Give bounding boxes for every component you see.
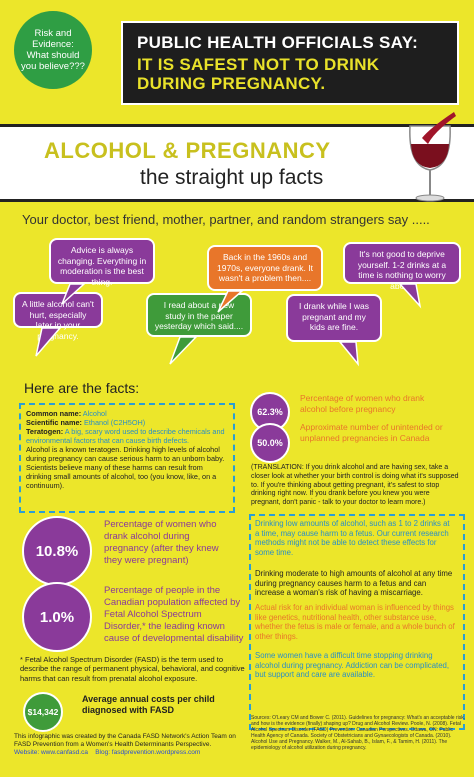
page-title: ALCOHOL & PREGNANCY <box>44 138 331 163</box>
badge-text: Risk and Evidence: What should you belie… <box>21 28 85 72</box>
footer: This infographic was created by the Cana… <box>14 733 246 757</box>
stat-text-fasd-population: Percentage of people in the Canadian pop… <box>104 585 244 644</box>
wine-glass-icon <box>409 112 456 202</box>
page-subtitle: the straight up facts <box>140 166 324 189</box>
header-line-1: PUBLIC HEALTH OFFICIALS SAY: <box>137 33 419 52</box>
title-band <box>0 124 474 202</box>
stat-circle-fasd-population: 1.0% <box>22 582 92 652</box>
teratogen-label: Teratogen: <box>26 427 64 436</box>
facts-body: Alcohol is a known teratogen. Drinking h… <box>26 445 225 490</box>
facts-box: Common name: Alcohol Scientific name: Et… <box>19 403 235 513</box>
footer-credit: This infographic was created by the Cana… <box>14 733 236 748</box>
cost-text: Average annual costs per child diagnosed… <box>82 694 215 715</box>
risk-fact-support: Some women have a difficult time stoppin… <box>255 651 450 680</box>
speech-bubble-deprive: It's not good to deprive yourself. 1-2 d… <box>343 242 461 291</box>
common-name: Alcohol <box>82 409 107 418</box>
speech-bubble-new-study: I read about a new study in the paper ye… <box>146 293 252 337</box>
scientific-name: Ethanol (C2H5OH) <box>84 418 146 427</box>
stat-text-drank-during: Percentage of women who drank alcohol du… <box>104 519 219 566</box>
facts-title: Here are the facts: <box>24 380 140 396</box>
speech-bubble-little-alcohol: A little alcohol can't hurt, especially … <box>13 292 103 341</box>
scientific-name-label: Scientific name: <box>26 418 82 427</box>
common-name-label: Common name: <box>26 409 82 418</box>
risk-fact-low-amounts: Drinking low amounts of alcohol, such as… <box>255 519 450 557</box>
speech-bubble-1960s: Back in the 1960s and 1970s, everyone dr… <box>207 245 323 291</box>
sources: Sources: O'Leary CM and Bower C. (2011).… <box>251 715 466 751</box>
fasd-definition: * Fetal Alcohol Spectrum Disorder (FASD)… <box>20 655 245 683</box>
header-banner: PUBLIC HEALTH OFFICIALS SAY: IT IS SAFES… <box>121 21 459 105</box>
risk-facts-box <box>249 514 465 730</box>
stat-circle-unplanned: 50.0% <box>250 423 290 463</box>
blog-link[interactable]: Blog: fasdprevention.wordpress.com <box>95 749 201 756</box>
bubble-tails <box>35 283 422 367</box>
cost-badge: $14,342 <box>23 692 63 732</box>
teratogen-definition: A big, scary word used to describe chemi… <box>26 427 225 445</box>
translation-text: (TRANSLATION: If you drink alcohol and a… <box>251 464 459 507</box>
stat-text-drank-before: Percentage of women who drank alcohol be… <box>300 393 425 414</box>
speech-bubble-advice: Advice is always changing. Everything in… <box>49 238 155 287</box>
stat-circle-drank-during: 10.8% <box>22 516 92 586</box>
risk-evidence-badge: Risk and Evidence: What should you belie… <box>14 11 92 89</box>
website-link[interactable]: Website: www.canfasd.ca <box>14 749 88 756</box>
risk-fact-moderate-high: Drinking moderate to high amounts of alc… <box>255 569 453 598</box>
say-line: Your doctor, best friend, mother, partne… <box>22 212 430 227</box>
speech-bubble-kids-fine: I drank while I was pregnant and my kids… <box>286 294 382 342</box>
header-line-2: IT IS SAFEST NOT TO DRINK DURING PREGNAN… <box>137 55 380 93</box>
stat-text-unplanned: Approximate number of unintended or unpl… <box>300 422 443 443</box>
risk-fact-individual: Actual risk for an individual woman is i… <box>255 603 455 641</box>
